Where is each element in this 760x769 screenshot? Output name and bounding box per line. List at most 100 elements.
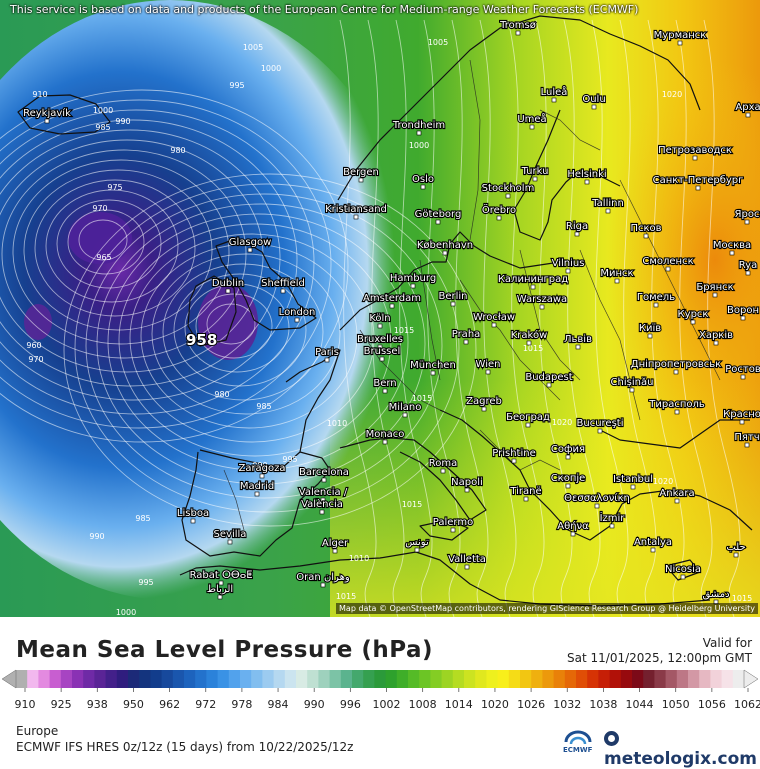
city-label: Milano: [389, 402, 422, 413]
low-center-label: 958: [186, 331, 217, 349]
city-label: Brussel: [364, 346, 401, 357]
city-dot: [552, 98, 556, 102]
scale-color-cell: [419, 670, 431, 688]
city-label: الرباط: [207, 584, 233, 595]
city-dot: [606, 209, 610, 213]
city-dot: [322, 478, 326, 482]
city-label: Oslo: [412, 174, 434, 185]
scale-color-cell: [464, 670, 476, 688]
scale-label: 1014: [445, 698, 473, 711]
scale-label: 990: [304, 698, 325, 711]
city-dot: [248, 248, 252, 252]
city-dot: [730, 251, 734, 255]
city-label: València: [301, 498, 343, 510]
city-dot: [630, 388, 634, 392]
scale-color-cell: [397, 670, 409, 688]
isobar-label: 970: [28, 355, 43, 364]
city-dot: [421, 185, 425, 189]
scale-color-cell: [94, 670, 106, 688]
city-dot: [595, 504, 599, 508]
city-dot: [675, 410, 679, 414]
scale-color-cell: [542, 670, 554, 688]
city-dot: [571, 532, 575, 536]
isobar-label: 1020: [653, 477, 673, 486]
city-dot: [512, 459, 516, 463]
city-dot: [482, 407, 486, 411]
city-dot: [651, 548, 655, 552]
city-dot: [492, 323, 496, 327]
scale-label: 1056: [698, 698, 726, 711]
city-dot: [674, 370, 678, 374]
scale-color-cell: [531, 670, 543, 688]
city-label: Αθήνα: [557, 520, 589, 532]
city-dot: [745, 220, 749, 224]
scale-color-cell: [408, 670, 420, 688]
city-label: Roma: [429, 458, 458, 469]
ecmwf-logo-text: ECMWF: [563, 746, 592, 754]
model-run-info: ECMWF IFS HRES 0z/12z (15 days) from 10/…: [16, 740, 353, 754]
isobar-label: 995: [138, 578, 153, 587]
scale-color-cell: [251, 670, 263, 688]
isobar-label: 995: [229, 81, 244, 90]
map-credits[interactable]: Map data © OpenStreetMap contributors, r…: [336, 603, 758, 614]
scale-color-cell: [509, 670, 521, 688]
city-dot: [566, 484, 570, 488]
city-label: Barcelona: [299, 467, 349, 478]
city-label: Berlin: [438, 291, 467, 302]
city-label: Смоленск: [642, 256, 693, 267]
scale-color-cell: [38, 670, 50, 688]
city-dot: [228, 540, 232, 544]
brand-text: meteologix.com: [604, 749, 757, 769]
low-core-west: [24, 304, 52, 340]
scale-color-cell: [699, 670, 711, 688]
city-label: Lisboa: [177, 508, 209, 519]
scale-label: 1002: [373, 698, 401, 711]
city-dot: [295, 318, 299, 322]
city-label: Istanbul: [613, 474, 653, 485]
city-dot: [260, 474, 264, 478]
scale-label: 1062: [734, 698, 760, 711]
scale-color-cell: [139, 670, 151, 688]
city-dot: [255, 492, 259, 496]
scale-color-cell: [677, 670, 689, 688]
scale-color-cell: [61, 670, 73, 688]
city-dot: [226, 289, 230, 293]
city-label: Paris: [315, 347, 339, 358]
city-label: Rabat ⵔⴱⴰⵟ: [190, 570, 253, 581]
city-label: København: [417, 240, 473, 251]
scale-color-cell: [117, 670, 129, 688]
scale-color-cell: [587, 670, 599, 688]
city-label: Hamburg: [390, 273, 436, 284]
city-label: Zaragoza: [238, 463, 285, 474]
city-dot: [218, 595, 222, 599]
scale-color-cell: [430, 670, 442, 688]
isobar-label: 1000: [93, 106, 113, 115]
city-dot: [383, 389, 387, 393]
city-label: Ворон: [727, 305, 759, 316]
scale-color-cell: [285, 670, 297, 688]
region-label: Europe: [16, 724, 58, 738]
city-label: Örebro: [482, 203, 516, 216]
meteologix-brand[interactable]: meteologix.com: [604, 729, 760, 769]
city-label: Bergen: [343, 167, 379, 178]
city-label: Bern: [373, 378, 396, 389]
city-label: Riga: [566, 221, 588, 232]
city-dot: [585, 180, 589, 184]
city-dot: [431, 371, 435, 375]
city-label: Sevilla: [214, 529, 247, 540]
scale-label: 938: [87, 698, 108, 711]
meteologix-logo-icon: [604, 731, 619, 746]
city-label: Köln: [369, 313, 390, 324]
city-label: Oulu: [582, 94, 605, 105]
scale-color-cell: [106, 670, 118, 688]
city-label: Helsinki: [567, 169, 606, 180]
city-label: Тирасполь: [648, 399, 705, 410]
isobar-label: 990: [89, 532, 104, 541]
city-dot: [648, 334, 652, 338]
city-dot: [333, 549, 337, 553]
isobar-label: 1005: [428, 38, 448, 47]
city-dot: [631, 485, 635, 489]
city-label: حلب: [726, 542, 745, 553]
